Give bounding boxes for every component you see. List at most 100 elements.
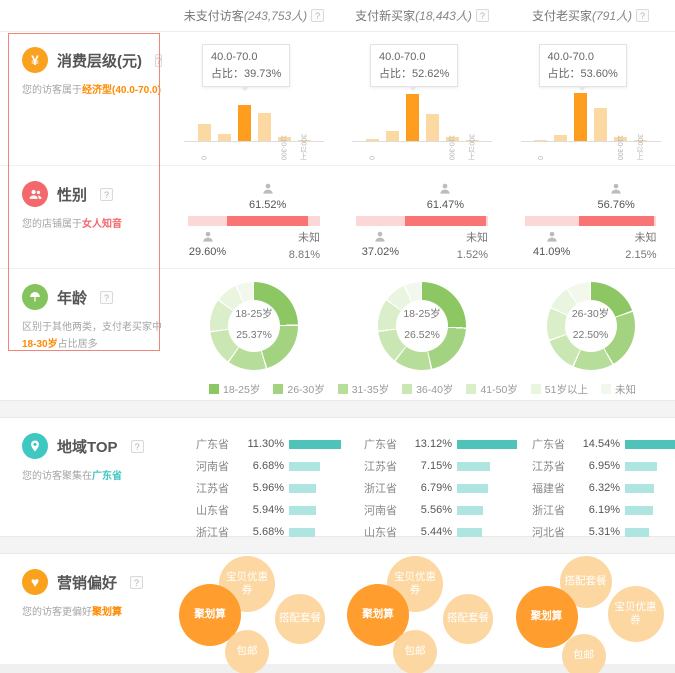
section-marketing-preference: ♥ 营销偏好 ? 您的访客更偏好聚划算 宝贝优惠券 聚划算 搭配套餐 包邮 宝贝优惠券… (0, 554, 675, 673)
male-percent: 37.02% (361, 246, 400, 258)
region-row: 江苏省 5.96% (196, 477, 354, 499)
province-bar (625, 483, 655, 493)
province-percent: 6.19% (588, 504, 620, 516)
province-name: 广东省 (196, 439, 229, 451)
histogram-bar (534, 139, 547, 141)
help-icon[interactable]: ? (130, 439, 144, 453)
marketing-bubble: 聚划算 (515, 586, 578, 648)
legend-label: 41-50岁 (480, 383, 518, 396)
marketing-chart-cell: 宝贝优惠券 聚划算 搭配套餐 包邮 (338, 554, 506, 673)
marketing-bubble: 包邮 (225, 630, 269, 673)
marketing-bubble-chart: 宝贝优惠券 聚划算 搭配套餐 包邮 (347, 556, 497, 673)
legend-swatch (466, 384, 477, 394)
tooltip-range: 40.0-70.0 (211, 51, 258, 63)
region-bar-list: 广东省 14.54% 江苏省 6.95% 福建省 6.32% 浙江省 6.19% 河北省 5.31… (532, 433, 675, 543)
help-icon[interactable]: ? (100, 187, 114, 201)
donut-hole (564, 300, 617, 352)
section-title: 地域TOP (57, 438, 118, 456)
province-percent: 6.68% (252, 460, 284, 472)
consumption-chart-cell: 40.0-70.0 占比：39.73% 0 110-300 300以上 (170, 32, 338, 165)
province-name: 江苏省 (532, 461, 565, 473)
column-header-new-buyers: 支付新买家(18,443人)? (338, 7, 506, 24)
section-subtitle: 您的访客属于经济型(40.0-70.0) (22, 85, 161, 96)
province-bar (289, 527, 316, 537)
column-label: 支付新买家 (355, 9, 416, 23)
province-name: 福建省 (532, 483, 565, 495)
legend-label: 26-30岁 (287, 383, 325, 396)
histogram-bar (634, 139, 647, 141)
female-segment (404, 216, 486, 226)
tooltip: 40.0-70.0 占比：39.73% (202, 44, 291, 91)
consumption-chart-cell: 40.0-70.0 占比：52.62% 0 110-300 300以上 (338, 32, 506, 165)
age-icon (22, 284, 48, 310)
axis-tick-label: 110-300 (447, 134, 455, 160)
histogram-bar (594, 107, 607, 141)
marketing-bubble: 宝贝优惠券 (607, 586, 664, 642)
male-segment (356, 216, 405, 226)
province-percent: 5.31% (588, 526, 620, 538)
province-bar (289, 439, 341, 449)
province-name: 浙江省 (532, 505, 565, 517)
male-icon (373, 230, 387, 247)
legend-swatch (337, 384, 348, 394)
section-divider (0, 400, 675, 418)
help-icon[interactable]: ? (130, 575, 144, 589)
axis-tick-label: 110-300 (616, 134, 623, 160)
legend-label: 未知 (614, 383, 636, 396)
gender-bar-chart: 61.47% 37.02% 未知 1.52% (356, 182, 488, 261)
female-percent: 61.52% (249, 199, 287, 211)
province-bar (457, 483, 489, 493)
female-icon (261, 182, 275, 199)
age-donut-chart: 26-30岁 22.50% (546, 282, 635, 370)
yuan-icon: ¥ (22, 47, 48, 73)
consumption-histogram: 40.0-70.0 占比：39.73% 0 110-300 300以上 (184, 40, 324, 160)
province-bar (457, 505, 483, 515)
legend-item: 31-35岁 (337, 382, 389, 397)
female-percent: 56.76% (597, 199, 635, 211)
help-icon[interactable]: ? (100, 290, 114, 304)
help-icon[interactable]: ? (475, 9, 489, 22)
male-icon (545, 230, 559, 247)
help-icon[interactable]: ? (311, 9, 325, 22)
help-icon[interactable]: ? (155, 53, 163, 67)
sidebar-gender: 性别 ? 您的店铺属于女人知音 (0, 166, 170, 268)
donut-center-label: 18-25岁 25.37% (235, 308, 273, 341)
tooltip: 40.0-70.0 占比：52.62% (370, 44, 459, 91)
tooltip-share: 占比：53.60% (547, 67, 618, 80)
region-row: 山东省 5.94% (196, 499, 354, 521)
region-chart-cell: 广东省 14.54% 江苏省 6.95% 福建省 6.32% 浙江省 6.19% 河北省 5.31… (506, 418, 675, 543)
section-region-top: 地域TOP ? 您的访客聚集在广东省 广东省 11.30% 河南省 6.68% 江苏省 5… (0, 418, 675, 539)
legend-label: 18-25岁 (223, 383, 261, 396)
marketing-chart-cell: 宝贝优惠券 聚划算 搭配套餐 包邮 (170, 554, 338, 673)
female-icon (609, 182, 623, 199)
footer-band (0, 664, 675, 673)
axis-tick-label: 0 (367, 156, 375, 160)
region-row: 江苏省 7.15% (364, 455, 522, 477)
region-row: 浙江省 6.19% (532, 499, 675, 521)
male-segment (524, 216, 579, 226)
section-age: 年龄 ? 区别于其他两类，支付老买家中18-30岁占比居多 18-25岁 25.3… (0, 268, 675, 400)
histogram-bar (217, 133, 231, 141)
province-percent: 14.54% (582, 438, 620, 450)
region-chart-cell: 广东省 13.12% 江苏省 7.15% 浙江省 6.79% 河南省 5.56% 山东省 5.44… (338, 418, 518, 543)
male-icon (201, 230, 215, 247)
histogram-bar (465, 139, 479, 141)
age-chart-cell: 18-25岁 25.37% (170, 269, 338, 377)
marketing-bubble: 宝贝优惠券 (387, 556, 443, 612)
unknown-percent: 未知 1.52% (456, 232, 488, 261)
marketing-bubble: 包邮 (561, 634, 606, 673)
legend-item: 未知 (600, 382, 636, 397)
sidebar-age: 年龄 ? 区别于其他两类，支付老买家中18-30岁占比居多 (0, 269, 170, 377)
province-name: 江苏省 (196, 483, 229, 495)
legend-swatch (600, 384, 611, 394)
region-row: 河北省 5.31% (532, 521, 675, 543)
help-icon[interactable]: ? (636, 9, 650, 22)
histogram-bar (297, 140, 311, 141)
column-header-unpaid-visitors: 未支付访客(243,753人)? (170, 7, 338, 24)
histogram-bars (520, 92, 661, 142)
marketing-bubble: 包邮 (393, 630, 437, 673)
sidebar-region-top: 地域TOP ? 您的访客聚集在广东省 (0, 418, 170, 543)
unknown-segment (653, 216, 657, 226)
location-pin-icon (22, 433, 48, 459)
